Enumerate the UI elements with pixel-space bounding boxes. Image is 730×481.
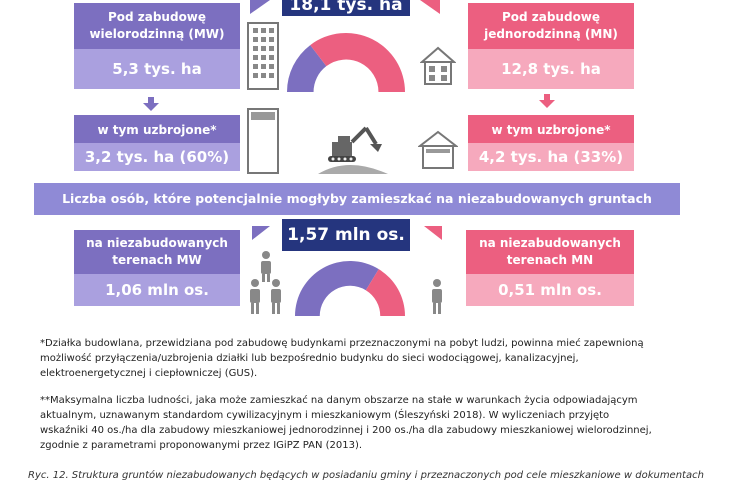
people-mn-value-box: 0,51 mln os.	[466, 274, 634, 306]
donut-slice-mw	[295, 261, 379, 316]
arrow-right-icon	[424, 226, 442, 240]
house-icon	[420, 46, 456, 85]
mn-armed-value-box: 4,2 tys. ha (33%)	[468, 143, 634, 171]
mn-value: 12,8 tys. ha	[501, 60, 601, 78]
people-mn-label: na niezabudowanych terenach MN	[479, 236, 621, 267]
people-mn-value: 0,51 mln os.	[498, 281, 602, 299]
figure-caption: Ryc. 12. Struktura gruntów niezabudowany…	[28, 470, 704, 481]
excavator-icon	[318, 126, 388, 174]
mn-armed-label-box: w tym uzbrojone*	[468, 115, 634, 143]
donut-chart-area	[295, 261, 405, 316]
mn-label-box: Pod zabudowę jednorodzinną (MN)	[468, 3, 634, 49]
footnote-1: *Działka budowlana, przewidziana pod zab…	[40, 338, 644, 379]
donut-chart-area	[287, 33, 405, 92]
mw-armed-label: w tym uzbrojone*	[97, 123, 217, 137]
donut-slice-mw	[287, 45, 327, 92]
arrow-left-icon	[252, 226, 270, 240]
mn-value-box: 12,8 tys. ha	[468, 49, 634, 89]
people-band: Liczba osób, które potencjalnie mogłyby …	[34, 183, 680, 238]
arrow-left-icon	[250, 0, 270, 14]
people-mw-value-box: 1,06 mln os.	[74, 274, 240, 306]
mw-value: 5,3 tys. ha	[112, 60, 202, 78]
mw-value-box: 5,3 tys. ha	[74, 49, 240, 89]
people-mw-value: 1,06 mln os.	[105, 281, 209, 299]
house-outline-icon	[418, 130, 458, 169]
mn-armed-value: 4,2 tys. ha (33%)	[478, 148, 624, 166]
top-total-value: 18,1 tys. ha	[289, 0, 403, 15]
footnote-2: **Maksymalna liczba ludności, jaka może …	[40, 395, 652, 451]
people-total-value: 1,57 mln os.	[287, 225, 405, 245]
mw-armed-label-box: w tym uzbrojone*	[74, 115, 240, 143]
mw-label-box: Pod zabudowę wielorodzinną (MW)	[74, 3, 240, 49]
people-mn-label-box: na niezabudowanych terenach MN	[466, 230, 634, 274]
arrow-right-icon	[420, 0, 440, 14]
people-mw-label: na niezabudowanych terenach MW	[86, 236, 228, 267]
donut-slice-mn	[310, 33, 405, 92]
arrow-down-icon	[143, 97, 159, 111]
people-group-icon	[250, 251, 281, 314]
arrow-down-icon	[539, 94, 555, 108]
top-total-badge: 18,1 tys. ha	[282, 0, 410, 16]
person-icon	[432, 279, 442, 314]
mn-armed-label: w tym uzbrojone*	[491, 123, 611, 137]
people-total-badge: 1,57 mln os.	[282, 219, 410, 251]
donut-slice-mn	[365, 269, 405, 316]
mw-armed-value-box: 3,2 tys. ha (60%)	[74, 143, 240, 171]
people-mw-label-box: na niezabudowanych terenach MW	[74, 230, 240, 274]
apartment-building-icon	[247, 22, 279, 90]
mw-label: Pod zabudowę wielorodzinną (MW)	[89, 10, 225, 41]
mn-label: Pod zabudowę jednorodzinną (MN)	[484, 10, 618, 41]
mw-armed-value: 3,2 tys. ha (60%)	[84, 148, 230, 166]
building-outline-icon	[247, 108, 279, 174]
